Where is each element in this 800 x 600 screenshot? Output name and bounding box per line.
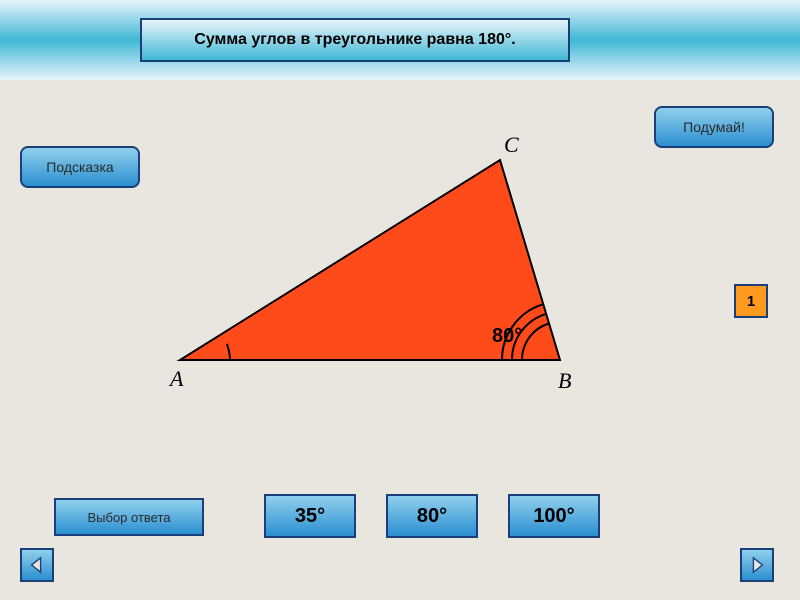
question-counter: 1 — [734, 284, 768, 318]
answer-option-3[interactable]: 100° — [508, 494, 600, 538]
think-label: Подумай! — [683, 119, 745, 135]
triangle-diagram: A B C 20° 80° — [160, 130, 580, 410]
chevron-left-icon — [28, 556, 46, 574]
choice-prompt-text: Выбор ответа — [87, 510, 170, 525]
counter-value: 1 — [747, 293, 755, 310]
answer-option-2-text: 80° — [417, 505, 447, 528]
next-button[interactable] — [740, 548, 774, 582]
hint-button[interactable]: Подсказка — [20, 146, 140, 188]
think-button[interactable]: Подумай! — [654, 106, 774, 148]
choice-prompt: Выбор ответа — [54, 498, 204, 536]
title-banner: Сумма углов в треугольнике равна 180°. — [140, 18, 570, 62]
chevron-right-icon — [748, 556, 766, 574]
answer-option-1[interactable]: 35° — [264, 494, 356, 538]
hint-label: Подсказка — [46, 159, 113, 175]
answer-option-1-text: 35° — [295, 505, 325, 528]
vertex-c-label: C — [504, 132, 519, 157]
answer-option-3-text: 100° — [533, 505, 574, 528]
prev-button[interactable] — [20, 548, 54, 582]
vertex-b-label: B — [558, 368, 571, 393]
title-text: Сумма углов в треугольнике равна 180°. — [194, 31, 515, 49]
angle-a-value: 20° — [272, 335, 302, 357]
angle-b-value: 80° — [492, 325, 522, 347]
vertex-a-label: A — [168, 366, 184, 391]
answer-option-2[interactable]: 80° — [386, 494, 478, 538]
